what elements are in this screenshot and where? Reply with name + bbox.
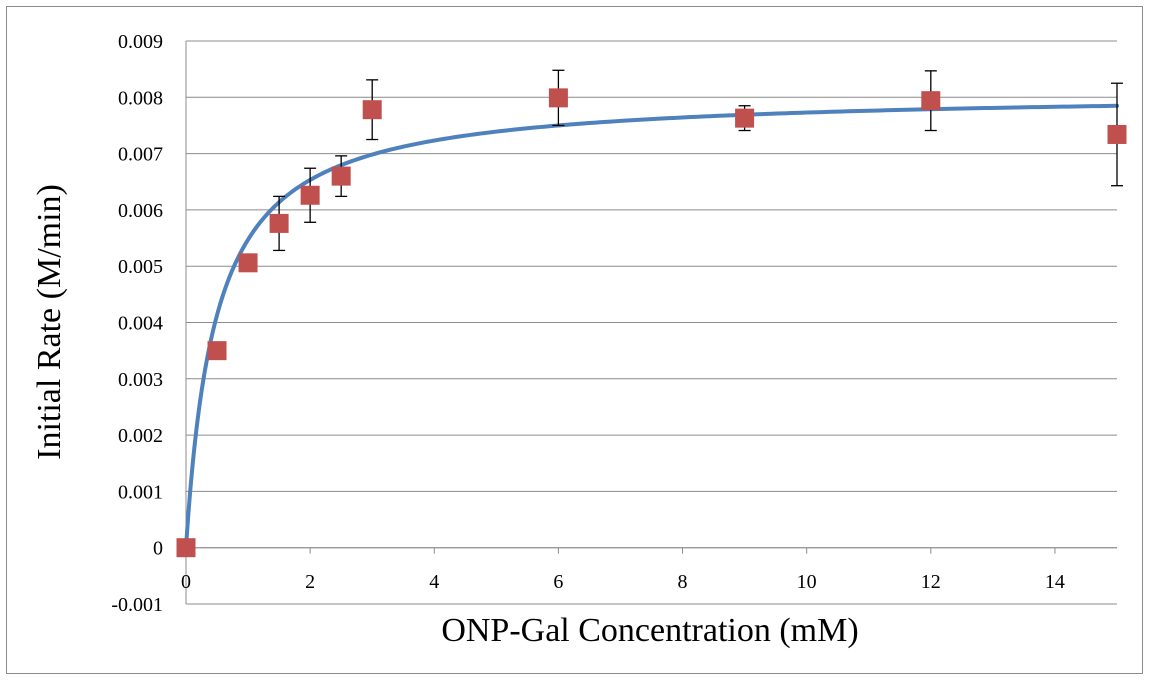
y-tick-label: 0.002 (118, 425, 163, 447)
y-axis-title: Initial Rate (M/min) (31, 184, 68, 460)
y-tick-label: 0.004 (118, 313, 163, 335)
x-tick-label: 0 (181, 571, 191, 593)
data-point (207, 341, 227, 361)
y-tick-label: 0.001 (118, 481, 163, 503)
x-tick-label: 14 (1045, 571, 1065, 593)
x-tick-labels: 0 2 4 6 8 10 12 14 (181, 571, 1065, 593)
data-point (238, 253, 258, 273)
x-tick-label: 4 (429, 571, 439, 593)
data-point (735, 108, 755, 128)
y-tick-label: 0.006 (118, 200, 163, 222)
x-tick-label: 12 (921, 571, 941, 593)
x-tick-label: 6 (553, 571, 563, 593)
x-tick-label: 10 (797, 571, 817, 593)
data-point (362, 100, 382, 120)
y-tick-label: 0.005 (118, 256, 163, 278)
fit-line (184, 103, 1119, 550)
data-point (1107, 124, 1127, 144)
x-axis-title: ONP-Gal Concentration (mM) (441, 612, 858, 649)
data-points (176, 88, 1127, 558)
y-tick-label: -0.001 (111, 594, 163, 616)
x-tick-label: 8 (678, 571, 688, 593)
error-bars (180, 69, 1123, 552)
y-tick-labels: -0.001 0 0.001 0.002 0.003 0.004 0.005 0.006 0.0… (111, 31, 163, 616)
data-point (176, 538, 196, 558)
data-point (269, 213, 289, 233)
data-point (300, 185, 320, 205)
data-point (921, 91, 941, 111)
gridlines (186, 40, 1117, 605)
fit-curve (184, 103, 1119, 550)
y-tick-label: 0 (153, 538, 163, 560)
y-tick-label: 0.007 (118, 144, 163, 166)
y-tick-label: 0.008 (118, 87, 163, 109)
data-point (548, 88, 568, 108)
chart-frame (6, 6, 1143, 674)
x-tick-label: 2 (305, 571, 315, 593)
y-tick-label: 0.009 (118, 31, 163, 53)
data-point (331, 166, 351, 186)
y-tick-label: 0.003 (118, 369, 163, 391)
